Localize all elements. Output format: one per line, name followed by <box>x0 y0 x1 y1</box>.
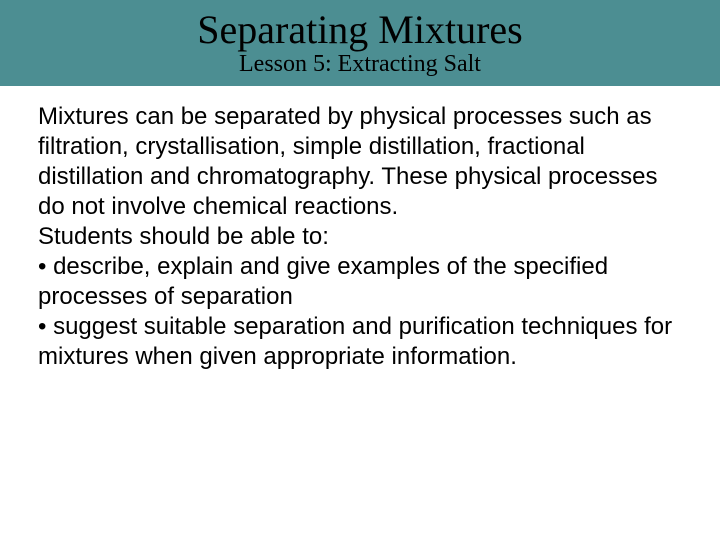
lead-in-text: Students should be able to: <box>38 222 686 252</box>
bullet-2: • suggest suitable separation and purifi… <box>38 312 686 372</box>
body-content: Mixtures can be separated by physical pr… <box>0 86 720 372</box>
header-band: Separating Mixtures Lesson 5: Extracting… <box>0 0 720 86</box>
intro-paragraph: Mixtures can be separated by physical pr… <box>38 102 686 222</box>
bullet-1: • describe, explain and give examples of… <box>38 252 686 312</box>
slide-subtitle: Lesson 5: Extracting Salt <box>0 51 720 78</box>
slide-title: Separating Mixtures <box>0 6 720 53</box>
